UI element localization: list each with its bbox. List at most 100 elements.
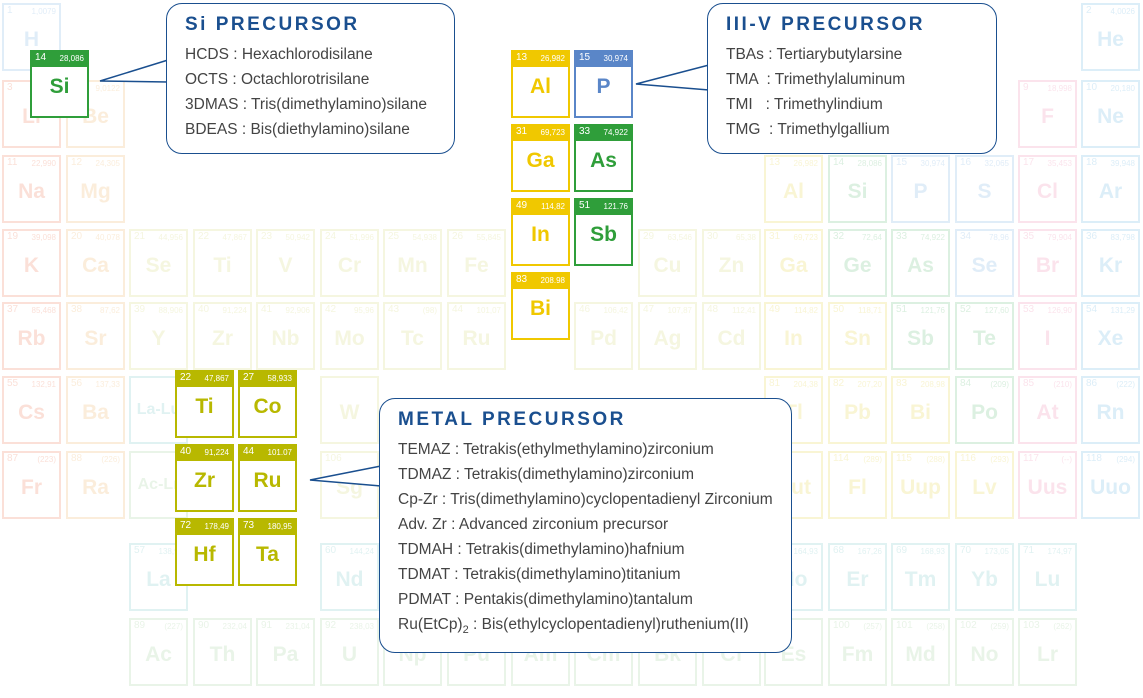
element-symbol: Zr: [194, 469, 215, 492]
atomic-number: 30: [707, 231, 719, 242]
bg-element-lv: 116 (293) Lv: [955, 451, 1014, 519]
bg-element-th: 90 232,04 Th: [193, 618, 252, 686]
element-symbol: In: [531, 223, 550, 246]
bg-element-mo: 42 95,96 Mo: [320, 302, 379, 370]
atomic-mass: 137,33: [95, 380, 120, 389]
atomic-mass: 138,91: [158, 547, 183, 556]
atomic-mass: 69,723: [793, 233, 818, 242]
atomic-mass: 88,906: [158, 306, 183, 315]
element-symbol: Ac: [145, 643, 172, 666]
atomic-mass: 30,974: [603, 54, 628, 63]
bg-element-ru: 44 101,07 Ru: [447, 302, 506, 370]
bg-element-v: 23 50,942 V: [256, 229, 315, 297]
element-symbol: V: [278, 254, 293, 277]
bg-element-pa: 91 231,04 Pa: [256, 618, 315, 686]
element-symbol: H: [23, 28, 40, 51]
ru-formula-desc: : Bis(ethylcyclopentadienyl)ruthenium(II…: [468, 616, 749, 633]
element-symbol: Ne: [1097, 105, 1124, 128]
atomic-mass: 72,64: [861, 233, 882, 242]
element-symbol: Y: [151, 327, 166, 350]
ru-formula: Ru(EtCp): [398, 616, 463, 633]
iiiv-precursor-line: TMG : Trimethylgallium: [726, 121, 890, 138]
atomic-mass: 28,086: [59, 54, 84, 63]
atomic-mass: 107,87: [667, 306, 692, 315]
element-symbol: Po: [971, 401, 998, 424]
atomic-number: 106: [325, 453, 342, 464]
atomic-mass: 92,906: [285, 306, 310, 315]
metal-precursor-line: PDMAT : Pentakis(dimethylamino)tantalum: [398, 591, 693, 608]
bg-element-rn: 86 (222) Rn: [1081, 376, 1140, 444]
atomic-mass: 101.07: [267, 448, 292, 457]
si-precursor-line: BDEAS : Bis(diethylamino)silane: [185, 121, 410, 138]
atomic-number: 22: [198, 231, 210, 242]
metal-precursor-line-ru: Ru(EtCp)2 : Bis(ethylcyclopentadienyl)ru…: [398, 612, 791, 643]
element-symbol: Zn: [718, 254, 745, 277]
element-symbol: Br: [1035, 254, 1060, 277]
atomic-number: 72: [180, 520, 192, 531]
element-symbol: Pd: [590, 327, 617, 350]
atomic-number: 82: [833, 378, 845, 389]
atomic-mass: 51,996: [349, 233, 374, 242]
si-precursor-title: Si PRECURSOR: [185, 14, 360, 35]
element-symbol: Sb: [907, 327, 934, 350]
atomic-number: 12: [71, 157, 83, 168]
atomic-mass: 18,998: [1047, 84, 1072, 93]
atomic-number: 9: [1023, 82, 1029, 93]
bg-element-nb: 41 92,906 Nb: [256, 302, 315, 370]
atomic-number: 57: [134, 545, 146, 556]
atomic-mass: 106,42: [603, 306, 628, 315]
atomic-number: 10: [1086, 82, 1098, 93]
bg-element-p: 15 30,974 P: [891, 155, 950, 223]
element-symbol: Sn: [844, 327, 871, 350]
bg-element-na: 11 22,990 Na: [2, 155, 61, 223]
atomic-mass: (294): [1116, 455, 1135, 464]
element-hf: 72 178,49 Hf: [175, 518, 234, 586]
atomic-mass: 118,71: [858, 306, 882, 315]
metal-precursor-title: METAL PRECURSOR: [398, 409, 626, 430]
atomic-mass: 20,180: [1110, 84, 1135, 93]
atomic-number: 69: [896, 545, 908, 556]
bg-element-in: 49 114,82 In: [764, 302, 823, 370]
element-header-band: [177, 520, 232, 535]
element-symbol: Bi: [910, 401, 931, 424]
atomic-mass: 74,922: [920, 233, 945, 242]
atomic-mass: 126,90: [1047, 306, 1072, 315]
element-symbol: Lv: [972, 476, 997, 499]
atomic-number: 81: [769, 378, 781, 389]
atomic-mass: 79,904: [1047, 233, 1072, 242]
atomic-mass: 28,086: [857, 159, 882, 168]
atomic-number: 49: [769, 304, 781, 315]
metal-precursor-line: TDMAT : Tetrakis(dimethylamino)titanium: [398, 566, 681, 583]
metal-precursor-callout: METAL PRECURSOR TEMAZ : Tetrakis(ethylme…: [379, 398, 792, 653]
bg-element-kr: 36 83,798 Kr: [1081, 229, 1140, 297]
element-symbol: Kr: [1098, 254, 1123, 277]
element-header-band: [240, 520, 295, 535]
element-header-band: [513, 126, 568, 141]
atomic-mass: 65,38: [735, 233, 756, 242]
bg-element-tm: 69 168,93 Tm: [891, 543, 950, 611]
atomic-mass: 208.98: [540, 276, 565, 285]
atomic-mass: 208,98: [920, 380, 945, 389]
element-symbol: I: [1044, 327, 1051, 350]
element-symbol: P: [913, 180, 928, 203]
element-symbol: Ca: [82, 254, 109, 277]
bg-element-ac: 89 (227) Ac: [129, 618, 188, 686]
atomic-number: 37: [7, 304, 19, 315]
atomic-mass: 144,24: [349, 547, 374, 556]
atomic-number: 17: [1023, 157, 1035, 168]
iiiv-precursor-callout: III-V PRECURSOR TBAs : Tertiarybutylarsi…: [707, 3, 997, 154]
atomic-mass: 39,948: [1110, 159, 1135, 168]
atomic-mass: (--): [1061, 455, 1072, 464]
element-symbol: La: [146, 568, 171, 591]
bg-element-uus: 117 (--) Uus: [1018, 451, 1077, 519]
si-precursor-callout: Si PRECURSOR HCDS : Hexachlorodisilane O…: [166, 3, 455, 154]
atomic-mass: 1,0079: [31, 7, 56, 16]
element-symbol: Ga: [779, 254, 808, 277]
atomic-number: 73: [243, 520, 255, 531]
element-header-band: [177, 372, 232, 387]
atomic-mass: (226): [101, 455, 120, 464]
element-symbol: Se: [971, 254, 998, 277]
element-symbol: W: [339, 401, 360, 424]
element-symbol: Sr: [84, 327, 107, 350]
element-symbol: Ac-Lr: [137, 476, 180, 493]
